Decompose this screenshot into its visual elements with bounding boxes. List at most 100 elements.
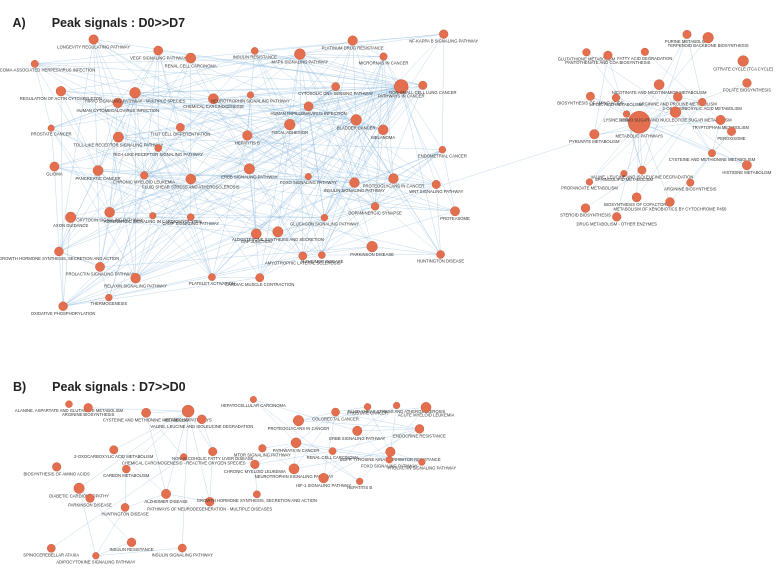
metabolic-a-node-circle xyxy=(585,91,595,101)
metabolic-a-node-label: TERPENOID BACKBONE BIOSYNTHESIS xyxy=(668,43,749,48)
network-a-edge xyxy=(211,217,325,278)
network-a-node: ADRENERGIC SIGNALING IN CARDIOMYOCYTES xyxy=(104,212,202,224)
network-a-edge xyxy=(375,206,456,212)
network-b-right-node: ERBB SIGNALING PATHWAY xyxy=(329,425,386,441)
network-a-node-label: VEGF SIGNALING PATHWAY xyxy=(130,55,186,60)
network-b-right-edge xyxy=(295,411,336,443)
network-a-edge xyxy=(134,92,145,176)
network-a-edge xyxy=(250,86,336,96)
network-a-node: OXIDATIVE PHOSPHORYLATION xyxy=(31,301,95,316)
metabolic-a-node-label: FATTY ACID DEGRADATION xyxy=(617,56,672,61)
network-a-edge xyxy=(50,127,136,279)
network-a-edge xyxy=(259,184,437,278)
metabolic-a-node-circle xyxy=(673,92,683,102)
network-a-node: CYTOSOLIC DNA-SENSING PATHWAY xyxy=(298,82,373,96)
network-a-node: CHEMICAL CARCINOGENESIS xyxy=(183,93,244,109)
network-a-edge xyxy=(117,98,214,104)
network-b-left-node: PATHWAYS OF NEURODEGENERATION - MULTIPLE… xyxy=(147,497,272,511)
network-a-edge xyxy=(99,86,336,268)
network-b-right-node-label: NEUROTROPHIN SIGNALING PATHWAY xyxy=(255,474,334,479)
network-b-left-node-circle xyxy=(83,403,93,413)
network-a-node-label: PARKINSON DISEASE xyxy=(350,252,394,257)
network-b-right-edge xyxy=(293,411,336,469)
network-b-right-edge xyxy=(323,405,397,479)
network-a-edge xyxy=(109,94,251,213)
network-a-node-label: PANCREATIC CANCER xyxy=(75,176,120,181)
network-a-node-label: LONGEVITY REGULATING PATHWAY xyxy=(57,44,130,49)
metabolic-a-edge xyxy=(711,119,721,154)
network-b-left-edge xyxy=(113,449,167,495)
network-a-node: TH17 CELL DIFFERENTIATION xyxy=(150,123,210,137)
network-a-edge xyxy=(190,57,250,169)
network-a-edge xyxy=(99,147,159,267)
network-a-edge xyxy=(299,53,336,87)
network-a-edge xyxy=(299,53,441,255)
network-a-edge xyxy=(308,56,384,177)
network-a-edge xyxy=(277,217,325,233)
metabolic-a-node-circle xyxy=(669,106,682,118)
panel-a-heading: Peak signals : D0>>D7 xyxy=(51,16,186,30)
network-a-edge xyxy=(321,149,443,256)
network-a-edge xyxy=(97,170,213,278)
network-a-node-label: HEPATITIS B xyxy=(235,140,260,145)
network-a-edge xyxy=(158,50,309,177)
network-a-edge xyxy=(321,254,441,256)
network-b-right-edge xyxy=(332,450,422,463)
network-a-node-label: REGULATION OF ACTIN CYTOSKELETON xyxy=(20,96,102,101)
network-a-node: HUMAN CYTOMEGALOVIRUS INFECTION xyxy=(77,97,159,113)
network-a-edge xyxy=(134,92,309,177)
network-b-right-node-label: COLORECTAL CANCER xyxy=(312,416,359,421)
network-a-edge xyxy=(256,176,309,234)
network-a-edge xyxy=(51,53,300,129)
network-b-right-node-label: MTOR SIGNALING PATHWAY xyxy=(234,452,291,457)
network-a-edge xyxy=(157,50,192,180)
network-b-right-edge xyxy=(254,450,333,465)
network-a-node: PROTEOGLYCANS IN CANCER xyxy=(363,173,424,189)
metabolic-a-node: BIOSYNTHESIS OF COFACTORS xyxy=(604,192,669,207)
network-b-left-node-label: ADIPOCYTOKINE SIGNALING PATHWAY xyxy=(56,559,135,564)
metabolic-a-node-label: METABOLIC PATHWAYS xyxy=(616,133,664,138)
network-a-node-label: RENAL CELL CARCINOMA xyxy=(165,63,217,68)
metabolic-a-node: METABOLISM OF XENOBIOTICS BY CYTOCHROME … xyxy=(614,197,727,212)
network-b-right-edge xyxy=(298,411,336,421)
network-a-node: HEPATITIS B xyxy=(235,130,260,145)
network-a-edge xyxy=(58,124,290,252)
network-b-left-node: SPINOCEREBELLAR ATAXIA xyxy=(23,543,79,558)
network-a-edge xyxy=(135,216,191,279)
network-b-right-node-circle xyxy=(385,446,396,457)
metabolic-a-edge xyxy=(589,122,640,183)
network-a-node-circle xyxy=(272,226,284,238)
network-b-right-node: HIF-1 SIGNALING PATHWAY xyxy=(296,473,351,488)
network-b-right-node-circle xyxy=(418,458,426,466)
network-a-node-label: INSULIN RESISTANCE xyxy=(233,55,277,60)
network-a-node: RENAL CELL CARCINOMA xyxy=(165,52,217,68)
network-b-right-edge xyxy=(357,430,390,460)
network-a-edge xyxy=(60,90,159,149)
metabolic-a-edge xyxy=(677,96,732,132)
network-a-edge xyxy=(109,137,119,213)
network-a-node-circle xyxy=(418,80,428,90)
metabolic-a-node-label: FOLATE BIOSYNTHESIS xyxy=(723,88,771,93)
metabolic-a-edge xyxy=(636,122,640,198)
network-a-node-label: CHRONIC MYELOID LEUKEMIA xyxy=(113,179,175,184)
network-a-edge xyxy=(302,40,353,257)
network-a-node-label: BLADDER CANCER xyxy=(337,125,376,130)
network-b-left-node: CARBON METABOLISM xyxy=(103,464,150,478)
network-a-edge xyxy=(442,149,456,212)
metabolic-a-edge xyxy=(594,97,617,135)
network-b-left-node: 2-OXOCARBOXYLIC ACID METABOLISM xyxy=(74,445,154,459)
metabolic-a-node-circle xyxy=(702,32,714,44)
network-a-edge xyxy=(324,182,355,218)
network-b-right-edge xyxy=(332,428,420,452)
network-b-right-node-circle xyxy=(258,444,267,453)
network-b-right-edge xyxy=(262,442,297,449)
network-a-node-circle xyxy=(208,273,216,281)
metabolic-a-edge xyxy=(594,55,609,135)
network-a-edge xyxy=(63,277,260,307)
metabolic-a-edge xyxy=(616,122,640,217)
network-a-edge xyxy=(259,217,325,278)
network-b-right-node-circle xyxy=(393,401,401,410)
metabolic-a-edge xyxy=(636,101,703,198)
network-b-right-node-label: ENDOCRINE RESISTANCE xyxy=(393,434,446,439)
